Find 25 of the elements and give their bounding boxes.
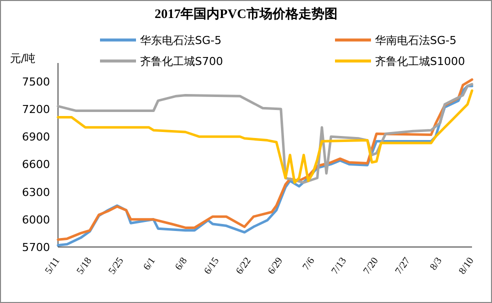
y-axis-title: 元/吨 [10,52,36,65]
x-tick-label: 7/6 [300,256,318,273]
x-tick-label: 6/15 [202,256,222,277]
y-tick-label: 6600 [22,158,50,172]
x-tick-label: 8/3 [428,256,444,273]
x-tick-label: 6/22 [234,256,254,277]
x-tick-label: 5/18 [74,256,94,277]
y-tick-label: 5700 [22,241,50,254]
x-tick-label: 6/8 [173,256,190,273]
legend-label: 齐鲁化工城S1000 [375,55,465,68]
y-tick-label: 7500 [22,75,50,88]
y-tick-label: 6900 [22,130,50,144]
y-tick-label: 7200 [22,103,50,116]
x-tick-label: 8/10 [457,256,476,277]
chart-title: 2017年国内PVC市场价格走势图 [154,6,338,21]
y-tick-label: 6000 [22,213,50,226]
legend-label: 齐鲁化工城S700 [140,55,223,68]
y-tick-label: 6300 [22,186,50,199]
legend-label: 华南电石法SG-5 [375,34,456,47]
x-tick-label: 5/11 [43,256,62,276]
legend-label: 华东电石法SG-5 [140,34,222,47]
x-tick-label: 6/29 [266,256,286,277]
x-tick-label: 6/1 [142,256,158,273]
x-tick-label: 7/13 [330,256,349,277]
x-tick-label: 7/20 [362,256,381,277]
